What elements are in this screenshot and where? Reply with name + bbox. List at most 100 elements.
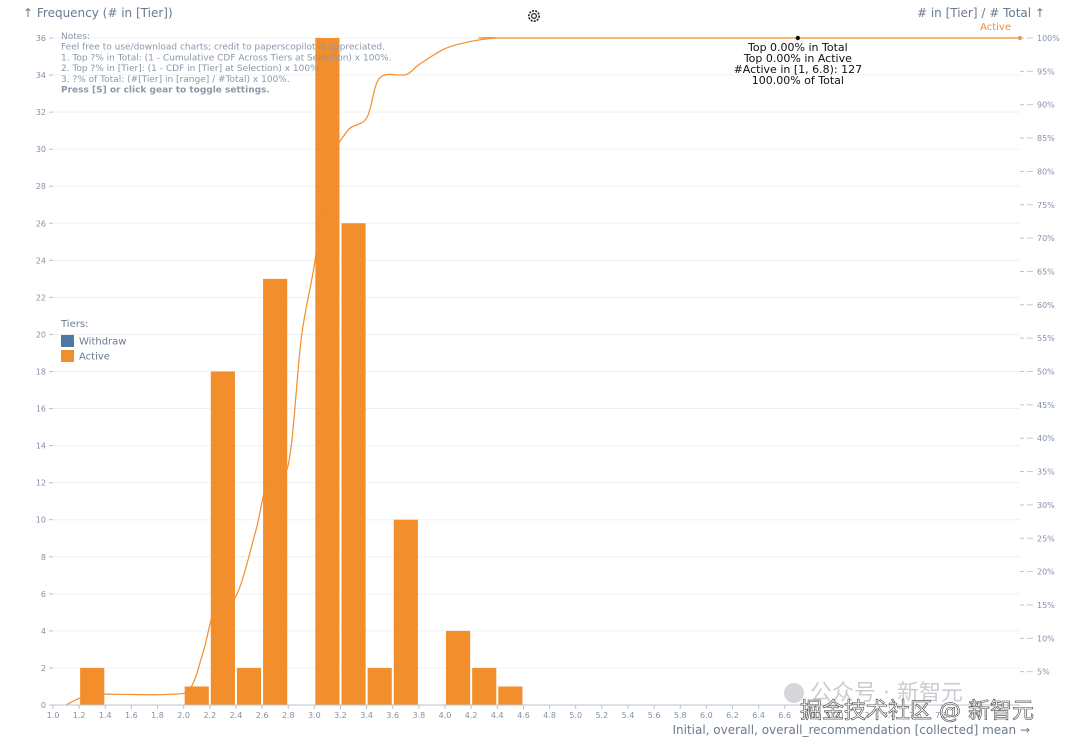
- x-tick-label: 2.2: [203, 711, 216, 720]
- y-tick-label: 22: [36, 293, 46, 302]
- y-tick-label: 0: [41, 701, 46, 710]
- right-tick-label: 85%: [1037, 134, 1055, 143]
- right-tick-label: 45%: [1037, 401, 1055, 410]
- x-tick-label: 6.2: [726, 711, 739, 720]
- watermark: 公众号 · 新智元 掘金技术社区 @ 新智元: [784, 681, 1034, 724]
- y-tick-label: 30: [36, 145, 46, 154]
- x-tick-label: 1.0: [47, 711, 60, 720]
- x-tick-label: 7.8: [935, 711, 948, 720]
- histogram-bar[interactable]: [498, 686, 523, 705]
- y-tick-label: 2: [41, 664, 46, 673]
- axes: 0246810121416182022242628303234365%10%15…: [36, 34, 1060, 720]
- x-tick-label: 1.4: [99, 711, 112, 720]
- right-tick-label: 55%: [1037, 334, 1055, 343]
- x-tick-label: 6.6: [778, 711, 791, 720]
- y-tick-label: 4: [41, 627, 46, 636]
- right-tick-label: 100%: [1037, 34, 1060, 43]
- legend: Tiers: Withdraw Active: [60, 319, 126, 363]
- y-tick-label: 12: [36, 479, 46, 488]
- x-tick-label: 3.6: [386, 711, 399, 720]
- x-tick-label: 2.6: [256, 711, 269, 720]
- x-tick-label: 5.6: [648, 711, 661, 720]
- y-tick-label: 10: [36, 516, 46, 525]
- histogram-bar[interactable]: [315, 38, 340, 705]
- y-tick-label: 8: [41, 553, 46, 562]
- y-tick-label: 34: [36, 71, 46, 80]
- x-tick-label: 1.2: [73, 711, 86, 720]
- y-tick-label: 6: [41, 590, 46, 599]
- legend-swatch: [61, 335, 74, 347]
- x-tick-label: 3.4: [360, 711, 373, 720]
- active-line-label: Active: [980, 22, 1011, 33]
- y-tick-label: 16: [36, 405, 46, 414]
- cdf-line: [65, 37, 1020, 706]
- x-tick-label: 5.8: [674, 711, 687, 720]
- x-tick-label: 6.4: [752, 711, 765, 720]
- gear-icon[interactable]: [528, 10, 540, 22]
- histogram-bar[interactable]: [446, 630, 471, 705]
- x-tick-label: 4.6: [517, 711, 530, 720]
- histogram-bar[interactable]: [367, 667, 392, 705]
- note-line: 2. Top ?% in [Tier]: (1 - CDF in [Tier] …: [61, 64, 322, 74]
- y-tick-label: 14: [36, 442, 46, 451]
- right-tick-label: 5%: [1037, 668, 1050, 677]
- x-tick-label: 5.4: [622, 711, 635, 720]
- x-tick-label: 3.0: [308, 711, 321, 720]
- histogram-bar[interactable]: [236, 667, 262, 705]
- histogram-bar[interactable]: [263, 278, 288, 705]
- y-tick-label: 36: [36, 34, 46, 43]
- y-tick-label: 20: [36, 330, 46, 339]
- tooltip-line: Top 0.00% in Active: [743, 52, 852, 65]
- legend-label: Active: [79, 352, 110, 363]
- x-axis-title: Initial, overall, overall_recommendation…: [672, 723, 1030, 737]
- y-tick-label: 28: [36, 182, 46, 191]
- histogram-bar[interactable]: [184, 686, 209, 705]
- right-tick-label: 15%: [1037, 601, 1055, 610]
- x-tick-label: 2.0: [177, 711, 190, 720]
- x-tick-label: 7.2: [857, 711, 870, 720]
- right-tick-label: 95%: [1037, 67, 1055, 76]
- legend-swatch: [61, 350, 74, 362]
- right-tick-label: 30%: [1037, 501, 1055, 510]
- right-tick-label: 35%: [1037, 468, 1055, 477]
- histogram-bars[interactable]: [80, 38, 523, 706]
- left-axis-title: ↑ Frequency (# in [Tier]): [23, 6, 173, 20]
- watermark-line1: 公众号 · 新智元: [810, 681, 963, 706]
- x-tick-label: 7.0: [831, 711, 844, 720]
- x-tick-label: 7.6: [909, 711, 922, 720]
- tooltip-line: #Active in [1, 6.8): 127: [734, 63, 863, 76]
- x-tick-label: 6.8: [805, 711, 818, 720]
- right-tick-label: 60%: [1037, 301, 1055, 310]
- y-tick-label: 18: [36, 368, 46, 377]
- histogram-bar[interactable]: [80, 667, 105, 705]
- right-tick-label: 90%: [1037, 101, 1055, 110]
- right-axis-title: # in [Tier] / # Total ↑: [917, 6, 1045, 20]
- right-tick-label: 75%: [1037, 201, 1055, 210]
- histogram-bar[interactable]: [341, 223, 366, 705]
- note-line: 3. ?% of Total: (#[Tier] in [range] / #T…: [61, 75, 290, 85]
- cdf-curve: [65, 36, 1022, 706]
- x-tick-label: 1.8: [151, 711, 164, 720]
- right-tick-label: 70%: [1037, 234, 1055, 243]
- x-tick-label: 2.8: [282, 711, 295, 720]
- x-tick-label: 4.8: [543, 711, 556, 720]
- note-line: Notes:: [61, 32, 90, 42]
- note-line: 1. Top ?% in Total: (1 - Cumulative CDF …: [61, 53, 392, 63]
- note-line: Press [S] or click gear to toggle settin…: [61, 86, 270, 96]
- wechat-icon: [784, 683, 804, 703]
- histogram-bar[interactable]: [210, 371, 235, 706]
- x-tick-label: 3.8: [413, 711, 426, 720]
- y-tick-label: 26: [36, 219, 46, 228]
- right-tick-label: 50%: [1037, 368, 1055, 377]
- legend-title: Tiers:: [60, 319, 88, 330]
- histogram-bar[interactable]: [472, 667, 497, 705]
- right-tick-label: 65%: [1037, 267, 1055, 276]
- selection-point: [795, 35, 801, 41]
- right-tick-label: 40%: [1037, 434, 1055, 443]
- histogram-bar[interactable]: [393, 519, 418, 705]
- right-tick-label: 20%: [1037, 568, 1055, 577]
- y-tick-label: 32: [36, 108, 46, 117]
- x-tick-label: 1.6: [125, 711, 138, 720]
- x-tick-label: 2.4: [230, 711, 243, 720]
